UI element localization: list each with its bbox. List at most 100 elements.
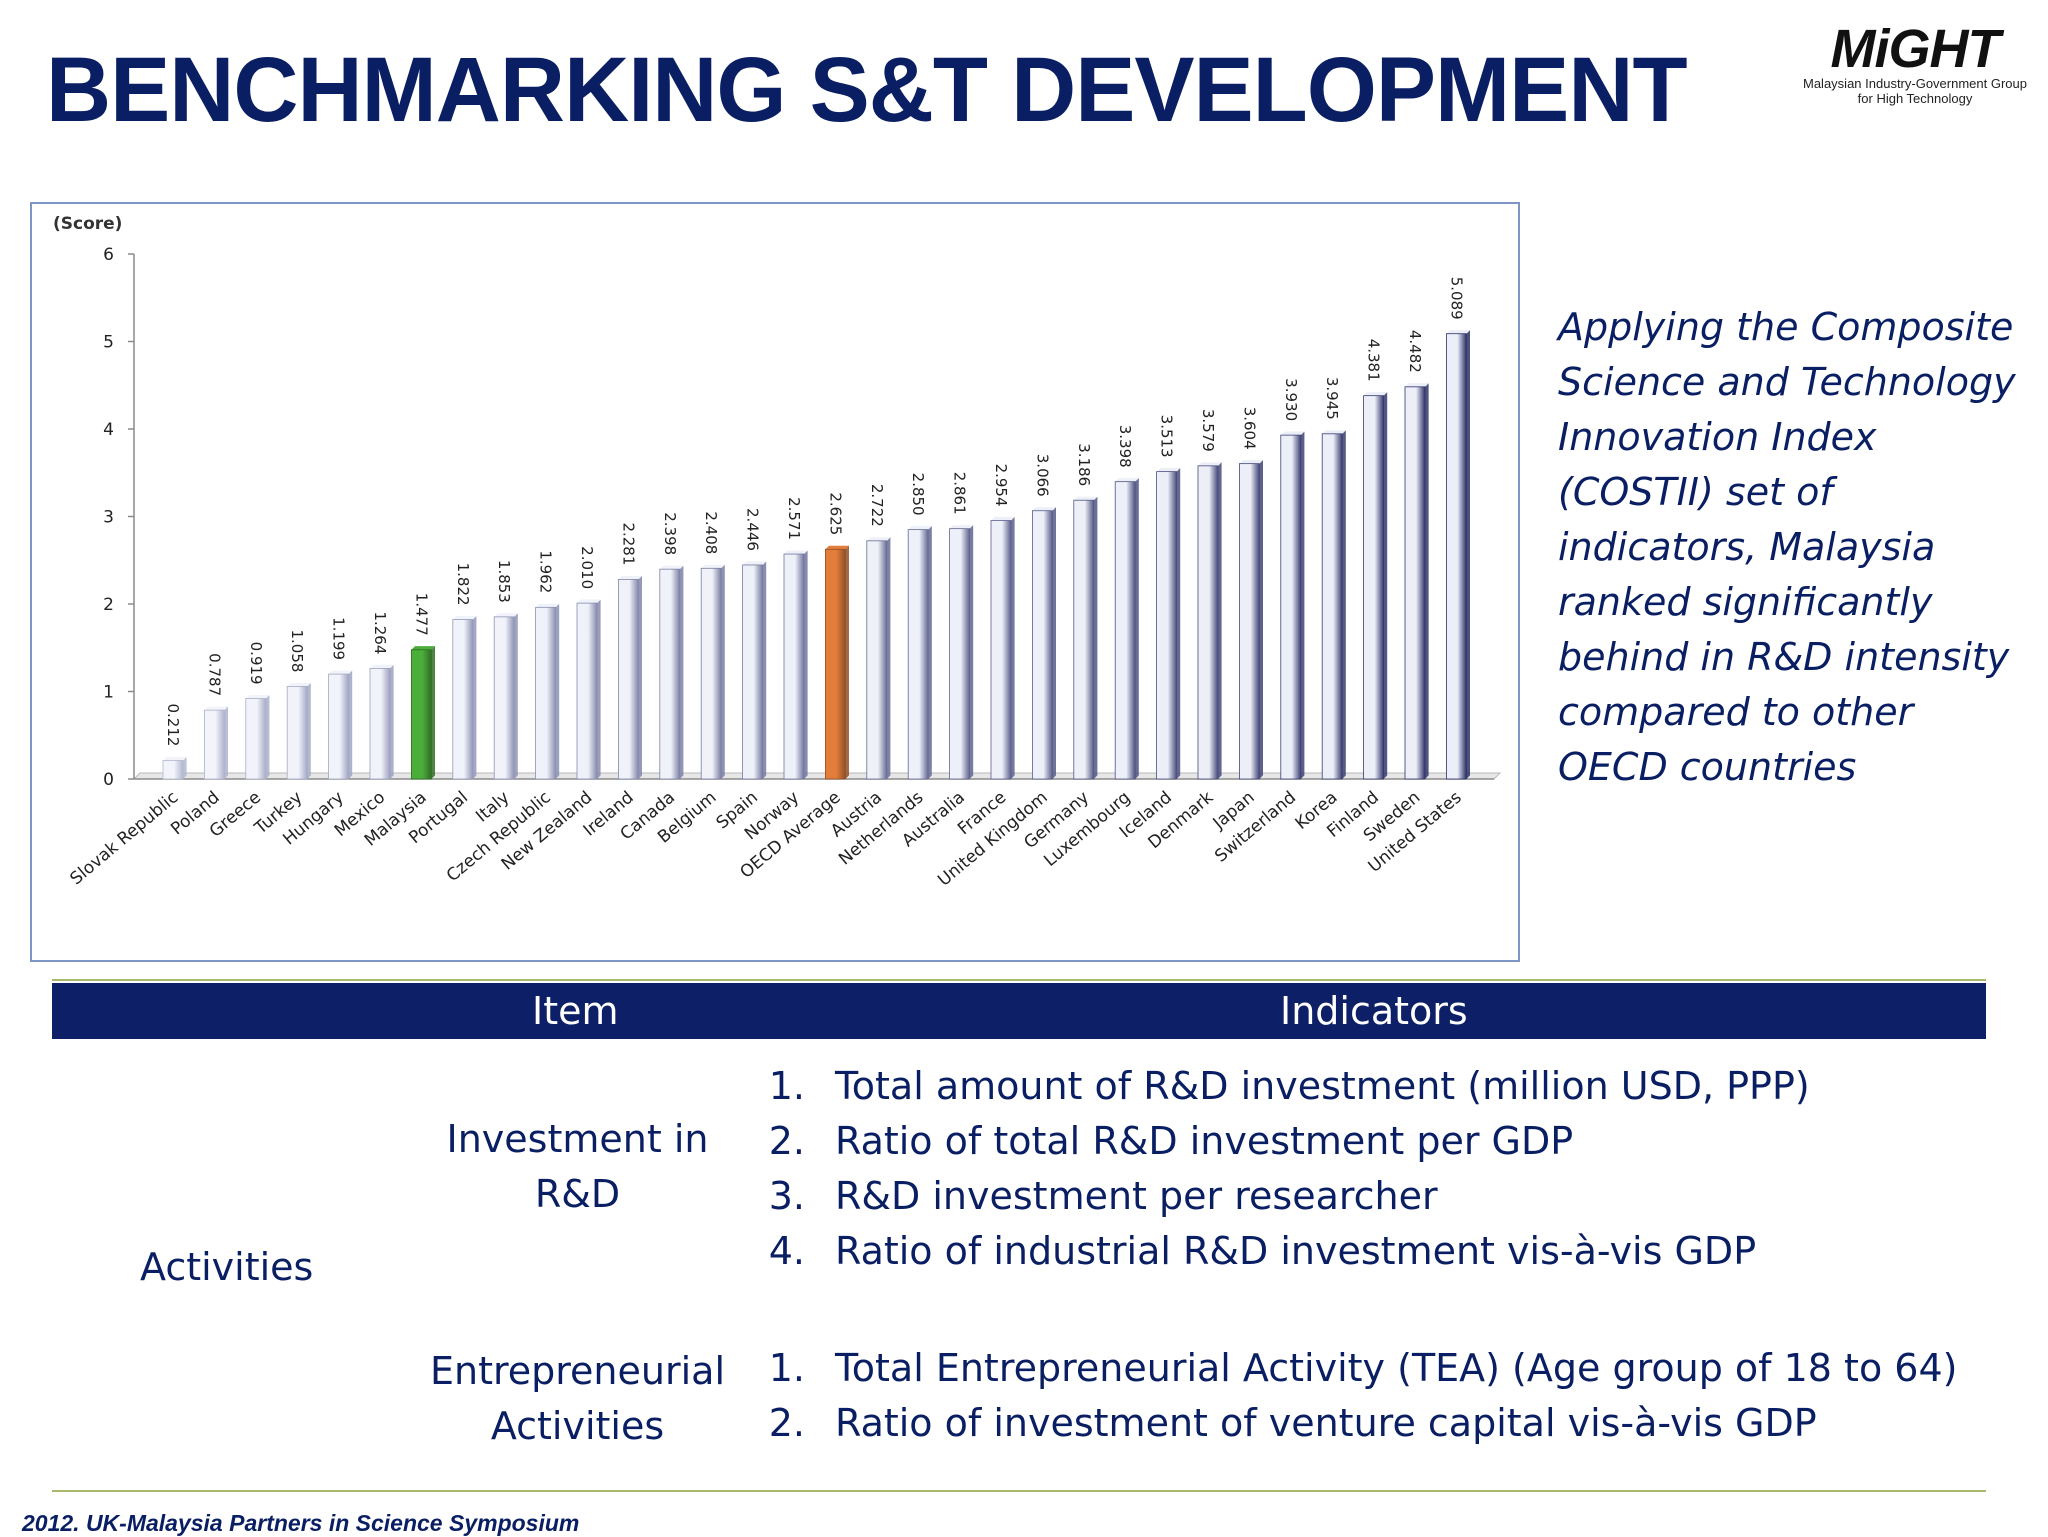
logo-subtitle-line1: Malaysian Industry-Government Group [1803,76,2027,91]
bar-top [784,550,808,555]
bar-side [638,575,642,779]
bar-mexico [369,667,391,780]
y-tick-label: 6 [103,245,114,265]
table-bottom-rule [52,1490,1986,1492]
data-label: 2.571 [785,497,803,540]
bar-side [183,756,187,779]
footer-text: 2012. UK-Malaysia Partners in Science Sy… [22,1510,580,1536]
bar-slovak-republic [162,760,184,780]
data-label: 2.861 [951,472,969,515]
page-title: BENCHMARKING S&T DEVELOPMENT [46,39,1688,141]
data-label: 2.446 [744,508,762,551]
bar-side [969,525,974,779]
data-label: 4.482 [1406,330,1424,373]
bar-top [1363,392,1388,396]
bar-hungary [328,673,350,780]
y-axis-label: (Score) [53,214,122,234]
bar-side [472,615,477,779]
bar-top [494,613,518,617]
bar-side [431,646,435,779]
bar-side [928,526,932,779]
bar-top [1115,478,1139,482]
bar-japan [1239,463,1260,780]
data-label: 2.850 [909,473,927,516]
bar-side [679,565,684,779]
bar-side [886,537,891,779]
bar-finland [1363,395,1384,780]
bar-side [804,550,808,779]
bar-top [1239,460,1263,464]
y-tick-label: 4 [103,420,114,440]
bar-side [1011,516,1015,779]
data-label: 2.010 [578,546,596,589]
bar-side [1300,431,1305,779]
header-item: Item [532,989,619,1033]
bar-side [224,706,228,779]
x-tick-label: Slovak Republic [66,788,182,890]
indicator-text: Total Entrepreneurial Activity (TEA) (Ag… [835,1346,1958,1390]
bar-side [1093,496,1098,779]
data-label: 0.919 [247,642,265,685]
indicator-text: Ratio of industrial R&D investment vis-à… [835,1229,1757,1273]
item-investment: Investment in R&D [446,1117,709,1216]
bar-side [1052,507,1056,779]
bar-top [245,694,270,699]
bar-malaysia [410,649,432,780]
bar-chart: (Score) 0 1 2 3 4 5 6 0.212 Slovak Republic 0.78… [53,214,1502,891]
bar-italy [493,616,515,780]
data-label: 1.058 [288,629,306,672]
bar-top [287,682,311,687]
bar-ireland [618,579,639,780]
bar-side [1342,430,1346,779]
data-label: 2.398 [661,512,679,555]
data-label: 3.066 [1033,454,1051,497]
bar-poland [203,709,225,780]
bar-top [618,575,642,580]
logo-subtitle-line2: for High Technology [1857,91,1973,106]
data-label: 1.264 [371,611,389,654]
header-indicators: Indicators [1280,989,1468,1033]
bar-side [307,682,311,779]
chart-frame: (Score) 0 1 2 3 4 5 6 0.212 Slovak Republic 0.78… [30,202,1520,962]
indicator-text: Total amount of R&D investment (million … [835,1064,1810,1108]
bar-top [991,516,1015,521]
indicator-number: 1. [768,1064,805,1108]
bar-top [866,537,891,541]
bar-luxembourg [1114,481,1136,780]
bar-france [990,520,1012,780]
bar-top [701,564,725,569]
bar-top [1280,431,1305,436]
bar-oecd-average [825,548,846,780]
indicator-text: Ratio of total R&D investment per GDP [835,1119,1574,1163]
bar-side [265,694,270,779]
bar-side [597,599,601,779]
bar-korea [1321,433,1343,780]
data-label: 2.408 [702,511,720,554]
data-label: 0.212 [164,703,182,746]
data-label: 5.089 [1447,277,1465,320]
data-label: 1.477 [412,593,430,636]
logo: MiGHT Malaysian Industry-Government Grou… [1780,22,2048,106]
bar-united-states [1446,333,1467,780]
bar-side [1259,460,1263,779]
bar-new-zealand [576,602,598,780]
bar-side [348,670,353,779]
data-label: 2.722 [868,484,886,527]
data-label: 3.579 [1199,409,1217,452]
bar-top [908,526,932,530]
data-label: 2.625 [826,492,844,535]
table-header: Item Indicators [52,983,1986,1039]
bar-switzerland [1280,434,1302,780]
bar-side [1383,392,1388,779]
y-tick-label: 2 [103,595,114,615]
data-label: 3.398 [1116,425,1134,468]
bar-belgium [700,567,722,780]
side-description: Applying the Composite Science and Techn… [1558,305,2016,789]
bar-united-kingdom [1032,510,1053,780]
y-tick-label: 3 [103,508,114,528]
bar-greece [245,698,267,780]
bar-top [1322,430,1346,434]
bar-turkey [286,686,308,780]
bar-side [514,613,518,779]
